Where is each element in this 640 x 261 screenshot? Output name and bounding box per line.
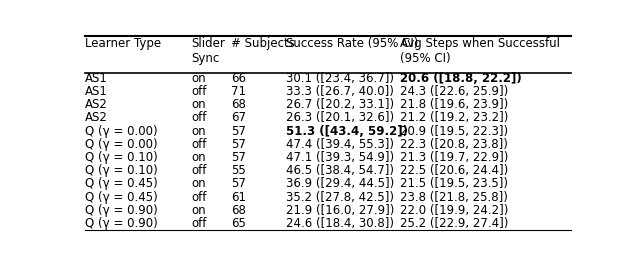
Text: on: on — [191, 124, 206, 138]
Text: 35.2 ([27.8, 42.5]): 35.2 ([27.8, 42.5]) — [286, 191, 394, 204]
Text: 21.5 ([19.5, 23.5]): 21.5 ([19.5, 23.5]) — [400, 177, 508, 191]
Text: 25.2 ([22.9, 27.4]): 25.2 ([22.9, 27.4]) — [400, 217, 508, 230]
Text: 57: 57 — [231, 124, 246, 138]
Text: 68: 68 — [231, 204, 246, 217]
Text: 22.0 ([19.9, 24.2]): 22.0 ([19.9, 24.2]) — [400, 204, 508, 217]
Text: Avg Steps when Successful
(95% CI): Avg Steps when Successful (95% CI) — [400, 37, 560, 65]
Text: 51.3 ([43.4, 59.2]): 51.3 ([43.4, 59.2]) — [286, 124, 408, 138]
Text: on: on — [191, 151, 206, 164]
Text: AS2: AS2 — [85, 98, 108, 111]
Text: 24.6 ([18.4, 30.8]): 24.6 ([18.4, 30.8]) — [286, 217, 394, 230]
Text: on: on — [191, 98, 206, 111]
Text: off: off — [191, 164, 207, 177]
Text: Learner Type: Learner Type — [85, 37, 161, 50]
Text: Slider
Sync: Slider Sync — [191, 37, 225, 65]
Text: 22.5 ([20.6, 24.4]): 22.5 ([20.6, 24.4]) — [400, 164, 508, 177]
Text: 57: 57 — [231, 151, 246, 164]
Text: Q (γ = 0.45): Q (γ = 0.45) — [85, 191, 157, 204]
Text: 68: 68 — [231, 98, 246, 111]
Text: 21.8 ([19.6, 23.9]): 21.8 ([19.6, 23.9]) — [400, 98, 508, 111]
Text: 47.1 ([39.3, 54.9]): 47.1 ([39.3, 54.9]) — [286, 151, 394, 164]
Text: Q (γ = 0.00): Q (γ = 0.00) — [85, 124, 157, 138]
Text: 71: 71 — [231, 85, 246, 98]
Text: off: off — [191, 111, 207, 124]
Text: 20.6 ([18.8, 22.2]): 20.6 ([18.8, 22.2]) — [400, 72, 522, 85]
Text: Q (γ = 0.10): Q (γ = 0.10) — [85, 164, 157, 177]
Text: 30.1 ([23.4, 36.7]): 30.1 ([23.4, 36.7]) — [286, 72, 394, 85]
Text: Q (γ = 0.00): Q (γ = 0.00) — [85, 138, 157, 151]
Text: 33.3 ([26.7, 40.0]): 33.3 ([26.7, 40.0]) — [286, 85, 394, 98]
Text: Q (γ = 0.90): Q (γ = 0.90) — [85, 217, 157, 230]
Text: off: off — [191, 217, 207, 230]
Text: 21.3 ([19.7, 22.9]): 21.3 ([19.7, 22.9]) — [400, 151, 508, 164]
Text: 21.2 ([19.2, 23.2]): 21.2 ([19.2, 23.2]) — [400, 111, 508, 124]
Text: off: off — [191, 138, 207, 151]
Text: 26.7 ([20.2, 33.1]): 26.7 ([20.2, 33.1]) — [286, 98, 394, 111]
Text: 24.3 ([22.6, 25.9]): 24.3 ([22.6, 25.9]) — [400, 85, 508, 98]
Text: off: off — [191, 191, 207, 204]
Text: on: on — [191, 204, 206, 217]
Text: 23.8 ([21.8, 25.8]): 23.8 ([21.8, 25.8]) — [400, 191, 508, 204]
Text: 55: 55 — [231, 164, 246, 177]
Text: 61: 61 — [231, 191, 246, 204]
Text: 36.9 ([29.4, 44.5]): 36.9 ([29.4, 44.5]) — [286, 177, 394, 191]
Text: Success Rate (95% CI): Success Rate (95% CI) — [286, 37, 418, 50]
Text: off: off — [191, 85, 207, 98]
Text: 21.9 ([16.0, 27.9]): 21.9 ([16.0, 27.9]) — [286, 204, 394, 217]
Text: on: on — [191, 177, 206, 191]
Text: AS2: AS2 — [85, 111, 108, 124]
Text: 22.3 ([20.8, 23.8]): 22.3 ([20.8, 23.8]) — [400, 138, 508, 151]
Text: Q (γ = 0.45): Q (γ = 0.45) — [85, 177, 157, 191]
Text: Q (γ = 0.10): Q (γ = 0.10) — [85, 151, 157, 164]
Text: 46.5 ([38.4, 54.7]): 46.5 ([38.4, 54.7]) — [286, 164, 394, 177]
Text: 20.9 ([19.5, 22.3]): 20.9 ([19.5, 22.3]) — [400, 124, 508, 138]
Text: 26.3 ([20.1, 32.6]): 26.3 ([20.1, 32.6]) — [286, 111, 394, 124]
Text: 47.4 ([39.4, 55.3]): 47.4 ([39.4, 55.3]) — [286, 138, 394, 151]
Text: 66: 66 — [231, 72, 246, 85]
Text: 67: 67 — [231, 111, 246, 124]
Text: AS1: AS1 — [85, 85, 108, 98]
Text: 65: 65 — [231, 217, 246, 230]
Text: 57: 57 — [231, 138, 246, 151]
Text: 57: 57 — [231, 177, 246, 191]
Text: Q (γ = 0.90): Q (γ = 0.90) — [85, 204, 157, 217]
Text: AS1: AS1 — [85, 72, 108, 85]
Text: on: on — [191, 72, 206, 85]
Text: # Subjects: # Subjects — [231, 37, 295, 50]
